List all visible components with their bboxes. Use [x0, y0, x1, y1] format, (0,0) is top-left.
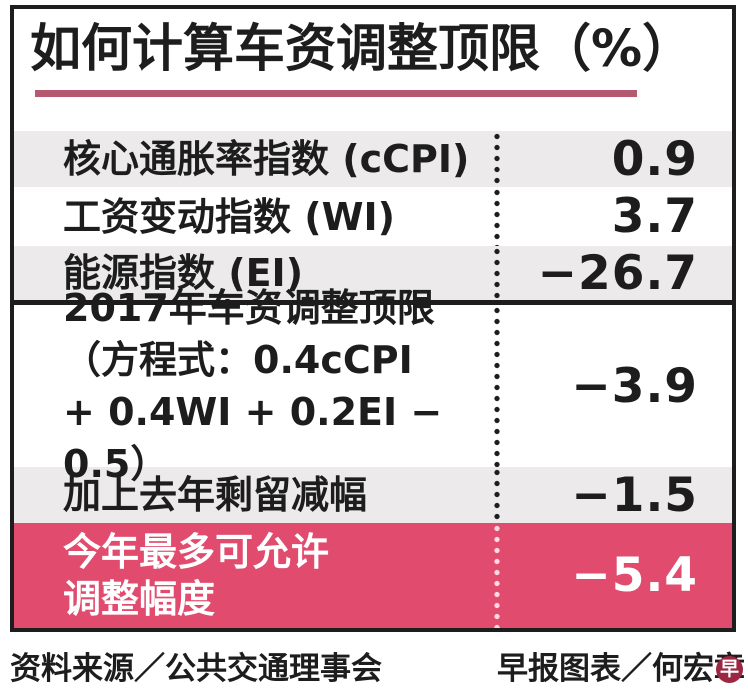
row-value: −3.9 [571, 358, 698, 414]
dotted-divider [491, 523, 503, 628]
table-row: 工资变动指数 (WI) 3.7 [14, 187, 732, 246]
dotted-divider [491, 246, 503, 300]
section-divider [14, 300, 732, 305]
table-row: 加上去年剩留减幅 −1.5 [14, 467, 732, 523]
fare-cap-table: 核心通胀率指数 (cCPI) 0.9 工资变动指数 (WI) 3.7 能源指数 … [14, 131, 732, 628]
dotted-divider [491, 305, 503, 467]
chart-frame: 如何计算车资调整顶限（%） 核心通胀率指数 (cCPI) 0.9 工资变动指数 … [10, 5, 736, 632]
row-label: 工资变动指数 (WI) [63, 194, 396, 239]
table-row: 能源指数 (EI) −26.7 [14, 245, 732, 301]
row-label: 能源指数 (EI) [63, 251, 304, 295]
author-credit: 早报图表／何宏章 早 [497, 643, 745, 688]
row-label: 今年最多可允许 调整幅度 [63, 529, 330, 621]
source-credit: 资料来源／公共交通理事会 [10, 651, 382, 687]
dotted-divider [491, 467, 503, 523]
footer: 资料来源／公共交通理事会 早报图表／何宏章 早 [10, 643, 745, 688]
row-value: −26.7 [537, 245, 698, 301]
title-underline [35, 89, 637, 97]
row-label: 加上去年剩留减幅 [63, 473, 368, 517]
table-row: 2017年车资调整顶限 （方程式：0.4cCPI + 0.4WI + 0.2EI… [14, 286, 732, 486]
dotted-divider [491, 131, 503, 187]
row-value: 3.7 [611, 189, 698, 244]
page-title: 如何计算车资调整顶限（%） [30, 20, 694, 79]
table-row-highlight: 今年最多可允许 调整幅度 −5.4 [14, 523, 732, 628]
dotted-divider [491, 187, 503, 246]
row-value: −1.5 [571, 467, 698, 523]
author-credit-text: 早报图表／何宏章 [497, 651, 745, 687]
table-row: 核心通胀率指数 (cCPI) 0.9 [14, 131, 732, 187]
zaobao-seal-icon: 早 [716, 656, 743, 683]
row-label: 核心通胀率指数 (cCPI) [63, 137, 470, 181]
row-value: −5.4 [571, 548, 698, 603]
row-value: 0.9 [611, 131, 698, 187]
row-label: 2017年车资调整顶限 （方程式：0.4cCPI + 0.4WI + 0.2EI… [63, 286, 443, 486]
